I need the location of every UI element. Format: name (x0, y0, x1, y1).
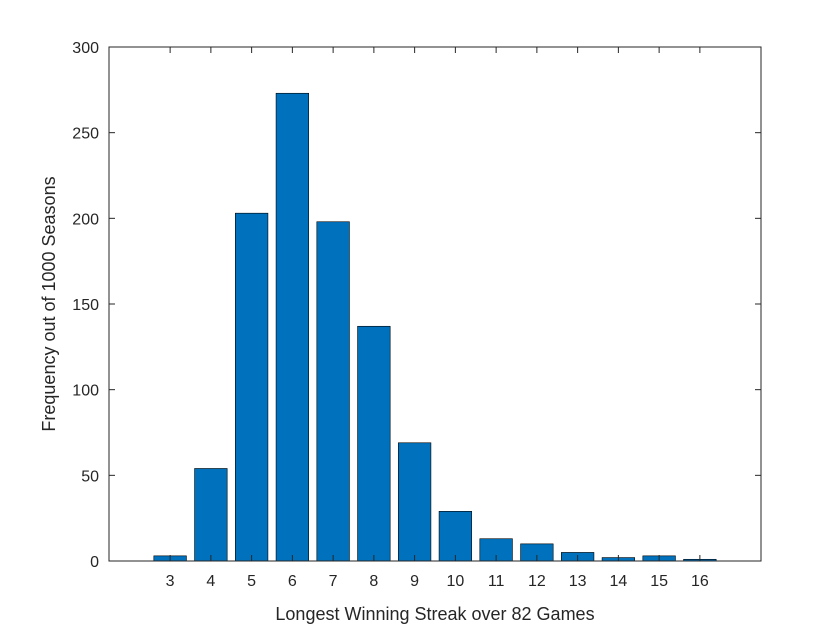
x-tick-label-4: 4 (206, 573, 215, 590)
x-tick-label-6: 6 (288, 573, 297, 590)
x-tick-label-13: 13 (569, 573, 587, 590)
x-tick-label-12: 12 (528, 573, 546, 590)
bar-9 (398, 442, 432, 562)
y-axis-label: Frequency out of 1000 Seasons (39, 176, 59, 431)
x-tick-label-14: 14 (609, 573, 627, 590)
x-tick-label-16: 16 (691, 573, 709, 590)
x-tick-label-3: 3 (166, 573, 175, 590)
x-tick-label-7: 7 (329, 573, 338, 590)
bar-7 (316, 221, 350, 562)
y-tick-label-150: 150 (72, 297, 99, 314)
x-tick-label-11: 11 (488, 573, 505, 590)
x-tick-label-8: 8 (369, 573, 378, 590)
bar-6 (275, 92, 309, 562)
x-axis-label: Longest Winning Streak over 82 Games (275, 604, 594, 624)
x-tick-label-15: 15 (650, 573, 668, 590)
bars-group (153, 92, 717, 562)
x-tick-label-5: 5 (247, 573, 256, 590)
bar-8 (357, 325, 391, 562)
y-tick-label-300: 300 (72, 40, 99, 57)
x-tick-label-10: 10 (446, 573, 464, 590)
x-tick-label-9: 9 (410, 573, 419, 590)
y-tick-label-250: 250 (72, 126, 99, 143)
bar-10 (438, 511, 472, 562)
y-tick-label-100: 100 (72, 383, 99, 400)
x-axis-ticks: 3 4 5 6 7 8 9 10 11 12 13 14 15 16 (166, 47, 709, 590)
bar-5 (235, 212, 269, 562)
y-tick-label-200: 200 (72, 211, 99, 228)
bar-4 (194, 468, 228, 562)
y-axis-ticks: 0 50 100 150 200 250 300 (72, 40, 761, 571)
y-tick-label-0: 0 (90, 554, 99, 571)
y-tick-label-50: 50 (81, 468, 99, 485)
